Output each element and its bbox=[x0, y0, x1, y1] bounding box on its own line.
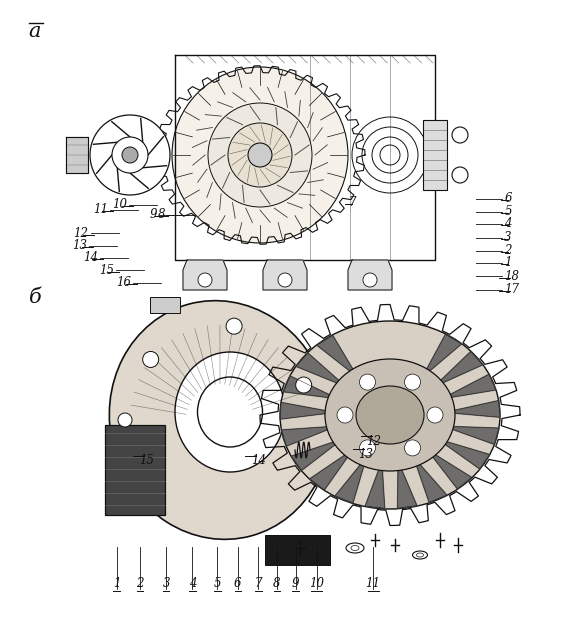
Circle shape bbox=[208, 103, 312, 207]
Circle shape bbox=[405, 374, 420, 390]
Text: 7: 7 bbox=[349, 196, 356, 209]
Text: б: б bbox=[29, 288, 41, 307]
Text: 15: 15 bbox=[139, 454, 154, 467]
Ellipse shape bbox=[280, 321, 500, 509]
Text: 14: 14 bbox=[83, 251, 98, 265]
Polygon shape bbox=[296, 353, 346, 387]
Circle shape bbox=[90, 115, 170, 195]
Circle shape bbox=[452, 167, 468, 183]
Polygon shape bbox=[348, 260, 392, 290]
Polygon shape bbox=[444, 426, 499, 444]
Circle shape bbox=[118, 413, 132, 427]
Text: 3: 3 bbox=[163, 577, 170, 590]
Text: 8: 8 bbox=[273, 577, 280, 590]
Circle shape bbox=[143, 352, 159, 368]
Polygon shape bbox=[310, 450, 353, 490]
Circle shape bbox=[360, 374, 375, 390]
Text: 5: 5 bbox=[214, 577, 221, 590]
Circle shape bbox=[405, 440, 420, 456]
Text: 18: 18 bbox=[504, 270, 519, 283]
Bar bbox=[265, 535, 330, 565]
Polygon shape bbox=[280, 402, 335, 419]
Polygon shape bbox=[282, 426, 336, 446]
Polygon shape bbox=[398, 462, 417, 508]
Text: 12: 12 bbox=[73, 226, 89, 240]
Circle shape bbox=[122, 147, 138, 163]
Polygon shape bbox=[445, 400, 500, 417]
Text: 7: 7 bbox=[255, 577, 262, 590]
Text: 11: 11 bbox=[366, 577, 381, 590]
Text: 2: 2 bbox=[504, 244, 512, 257]
Text: 6: 6 bbox=[234, 577, 241, 590]
Polygon shape bbox=[437, 439, 490, 469]
Text: 2: 2 bbox=[136, 577, 143, 590]
Polygon shape bbox=[283, 376, 338, 399]
Circle shape bbox=[337, 407, 353, 423]
Circle shape bbox=[226, 318, 242, 334]
Ellipse shape bbox=[325, 359, 455, 471]
Circle shape bbox=[278, 273, 292, 287]
Text: 17: 17 bbox=[504, 283, 519, 297]
Polygon shape bbox=[66, 137, 88, 173]
Ellipse shape bbox=[356, 386, 424, 444]
Circle shape bbox=[427, 407, 443, 423]
Text: 8: 8 bbox=[157, 208, 165, 222]
Ellipse shape bbox=[109, 300, 331, 539]
Circle shape bbox=[360, 440, 375, 456]
Text: 12: 12 bbox=[366, 435, 381, 448]
Text: 14: 14 bbox=[251, 454, 266, 467]
Circle shape bbox=[198, 273, 212, 287]
Circle shape bbox=[228, 123, 292, 187]
Circle shape bbox=[296, 377, 312, 393]
Bar bbox=[150, 297, 180, 313]
Circle shape bbox=[452, 127, 468, 143]
Polygon shape bbox=[335, 457, 366, 503]
Ellipse shape bbox=[413, 551, 427, 559]
Circle shape bbox=[172, 67, 348, 243]
Text: 10: 10 bbox=[309, 577, 324, 590]
Circle shape bbox=[363, 273, 377, 287]
Text: 4: 4 bbox=[504, 217, 512, 231]
Text: 1: 1 bbox=[113, 577, 120, 590]
Circle shape bbox=[112, 137, 148, 173]
Text: 9: 9 bbox=[292, 577, 299, 590]
Polygon shape bbox=[365, 462, 385, 508]
Polygon shape bbox=[413, 457, 447, 502]
Text: 10: 10 bbox=[112, 198, 127, 212]
Bar bbox=[105, 425, 165, 515]
Text: 13: 13 bbox=[359, 448, 374, 461]
Polygon shape bbox=[422, 334, 462, 377]
Ellipse shape bbox=[416, 553, 423, 557]
Text: 4: 4 bbox=[189, 577, 196, 590]
Circle shape bbox=[248, 143, 272, 167]
Text: а: а bbox=[29, 22, 41, 41]
Ellipse shape bbox=[351, 545, 359, 550]
Text: 1: 1 bbox=[504, 256, 512, 270]
Ellipse shape bbox=[175, 352, 285, 472]
Text: 3: 3 bbox=[504, 231, 512, 244]
Polygon shape bbox=[434, 352, 483, 387]
Polygon shape bbox=[183, 260, 227, 290]
Text: 6: 6 bbox=[504, 192, 512, 205]
Text: 11: 11 bbox=[93, 203, 108, 217]
Text: 5: 5 bbox=[504, 205, 512, 218]
Bar bbox=[423, 120, 447, 190]
Polygon shape bbox=[317, 335, 358, 377]
Polygon shape bbox=[292, 439, 343, 471]
Ellipse shape bbox=[198, 377, 262, 447]
Ellipse shape bbox=[346, 543, 364, 553]
Text: 13: 13 bbox=[72, 239, 87, 252]
Text: 9: 9 bbox=[150, 208, 157, 222]
Polygon shape bbox=[427, 450, 472, 489]
Text: 16: 16 bbox=[116, 276, 131, 289]
Polygon shape bbox=[442, 375, 496, 399]
Polygon shape bbox=[263, 260, 307, 290]
Text: 15: 15 bbox=[99, 263, 114, 277]
